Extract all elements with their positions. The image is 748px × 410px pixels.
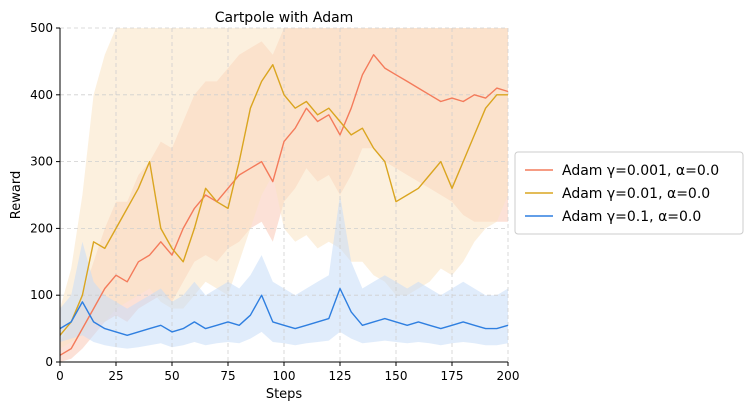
y-axis-title: Reward <box>9 171 24 219</box>
legend-label-lr-0.01: Adam γ=0.01, α=0.0 <box>562 186 710 202</box>
x-ticks: 0 25 50 75 100 125 150 175 200 <box>56 362 519 383</box>
line-lr-0.001 <box>59 54 509 356</box>
legend-label-lr-0.1: Adam γ=0.1, α=0.0 <box>562 209 701 225</box>
x-tick-label: 25 <box>108 369 123 383</box>
legend-frame <box>514 151 744 235</box>
line-lr-0.01 <box>59 63 508 336</box>
x-tick-label: 150 <box>385 369 408 383</box>
x-tick-label: 175 <box>441 369 464 383</box>
y-ticks: 0 100 200 300 400 500 <box>30 21 60 369</box>
legend-label-lr-0.001: Adam γ=0.001, α=0.0 <box>562 163 719 179</box>
y-tick-label: 500 <box>30 21 53 35</box>
y-tick-label: 200 <box>30 221 53 235</box>
x-tick-label: 50 <box>164 369 179 383</box>
x-axis-title: Steps <box>266 387 303 402</box>
y-tick-label: 400 <box>30 88 53 102</box>
line-lr-0.1 <box>59 287 509 336</box>
x-tick-label: 200 <box>497 369 520 383</box>
x-tick-label: 100 <box>273 369 296 383</box>
x-tick-label: 75 <box>220 369 235 383</box>
legend: Adam γ=0.001, α=0.0 Adam γ=0.01, α=0.0 Ada… <box>514 151 744 235</box>
series-lines <box>59 54 509 356</box>
y-tick-label: 100 <box>30 288 53 302</box>
x-tick-label: 125 <box>329 369 352 383</box>
chart-title: Cartpole with Adam <box>215 10 354 26</box>
y-tick-label: 300 <box>30 155 53 169</box>
y-tick-label: 0 <box>45 355 53 369</box>
x-tick-label: 0 <box>56 369 64 383</box>
